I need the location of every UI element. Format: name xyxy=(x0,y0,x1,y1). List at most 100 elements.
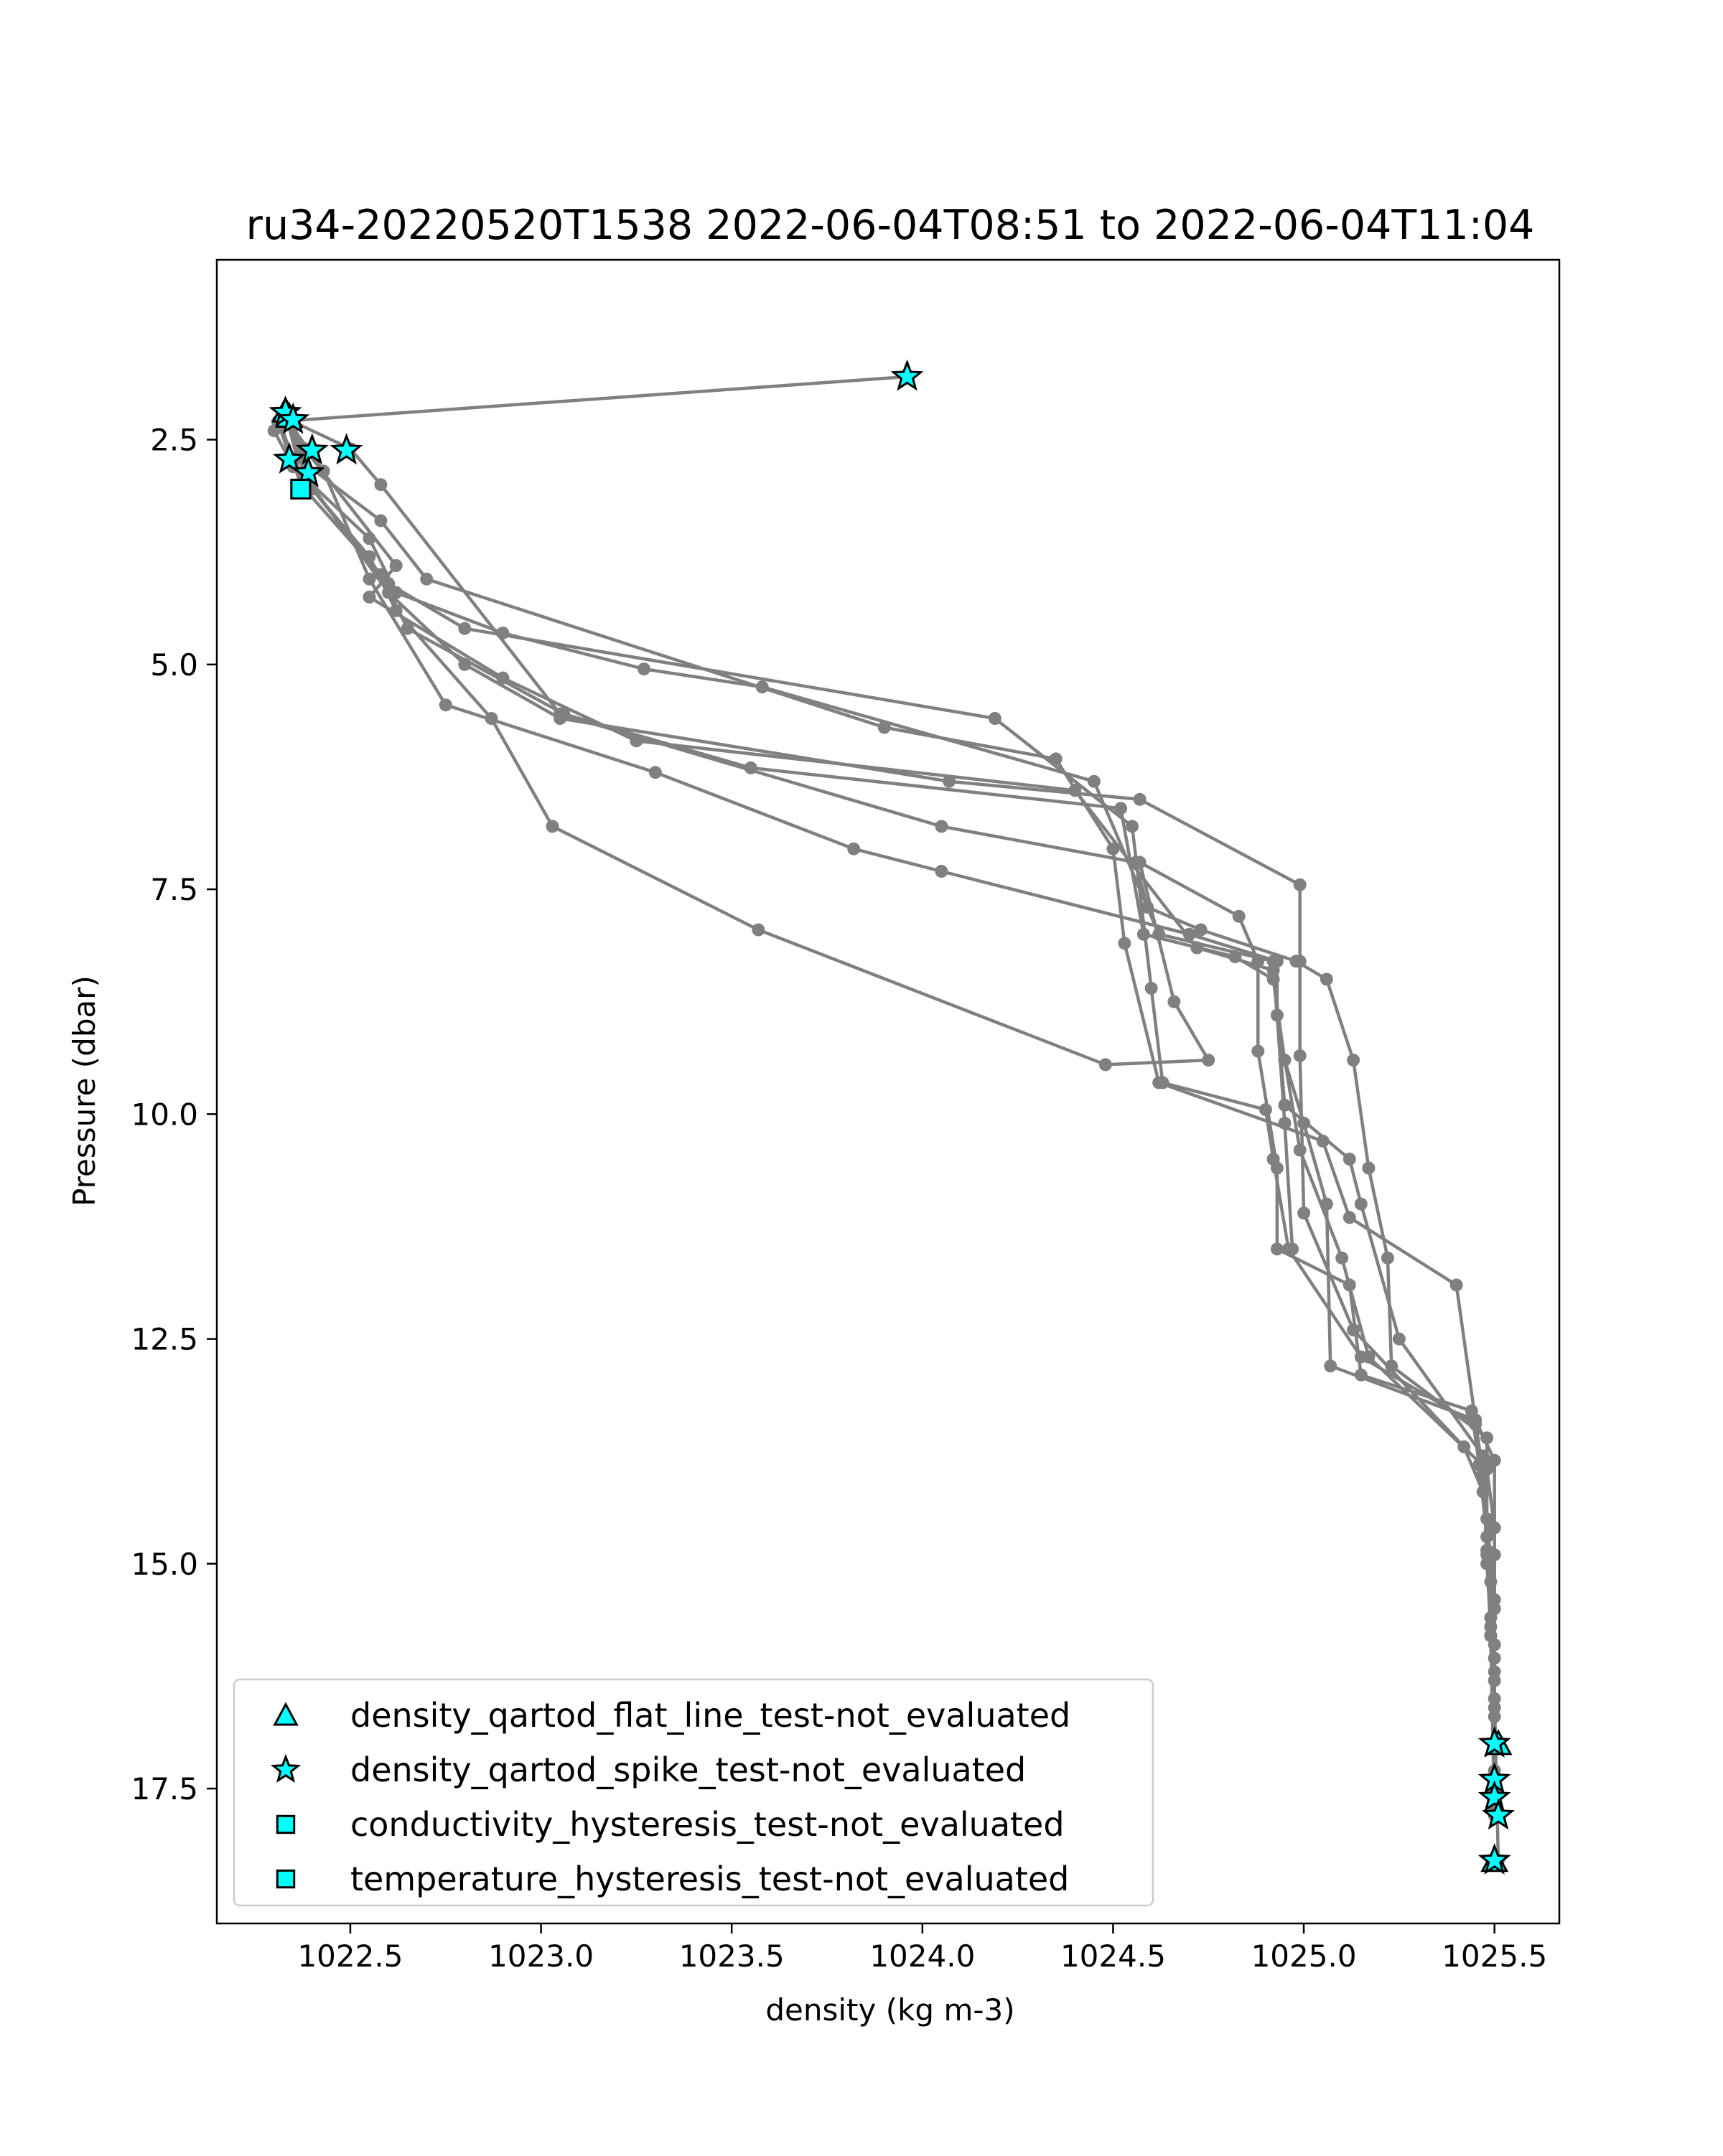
profile-point xyxy=(988,712,1001,725)
profile-point xyxy=(1476,1449,1490,1463)
profile-point xyxy=(1449,1278,1463,1292)
profile-point xyxy=(1251,1044,1265,1058)
x-tick-label: 1023.5 xyxy=(679,1939,785,1974)
profile-point xyxy=(1362,1350,1376,1364)
profile-point xyxy=(1381,1251,1394,1265)
profile-point xyxy=(389,559,403,572)
legend-label: temperature_hysteresis_test-not_evaluate… xyxy=(350,1860,1069,1898)
profile-point xyxy=(1278,1098,1292,1112)
star-flag-marker xyxy=(1477,1843,1511,1875)
y-tick-label: 17.5 xyxy=(131,1771,198,1806)
profile-point xyxy=(1320,972,1333,986)
legend-star-marker xyxy=(270,1753,302,1783)
profile-point xyxy=(1385,1359,1399,1373)
profile-point xyxy=(1270,1242,1284,1256)
profile-point xyxy=(485,712,498,725)
profile-point xyxy=(420,572,434,586)
star-flag-marker xyxy=(1477,1780,1511,1812)
profile-point xyxy=(1347,1054,1360,1067)
profile-point xyxy=(1266,963,1280,977)
profile-point xyxy=(401,622,414,635)
profile-point xyxy=(1190,941,1204,955)
profile-point xyxy=(1289,955,1303,968)
square-flag-marker xyxy=(290,479,312,500)
profile-point xyxy=(1136,927,1150,941)
profile-point xyxy=(1232,909,1246,923)
profile-point xyxy=(1194,923,1208,937)
profile-point xyxy=(496,671,510,685)
star-flag-marker xyxy=(1481,1798,1516,1830)
legend-label: conductivity_hysteresis_test-not_evaluat… xyxy=(350,1805,1065,1844)
profile-point xyxy=(1182,927,1196,941)
profile-point xyxy=(1320,1197,1333,1211)
profile-point xyxy=(374,478,388,492)
star-flag-marker xyxy=(276,402,310,434)
x-tick-label: 1025.0 xyxy=(1251,1939,1357,1974)
profile-point xyxy=(1087,774,1101,788)
profile-point xyxy=(1293,878,1307,891)
legend-box xyxy=(233,1678,1154,1907)
x-tick-label: 1023.0 xyxy=(488,1939,594,1974)
profile-point xyxy=(847,842,861,856)
profile-point xyxy=(1480,1557,1494,1570)
profile-point xyxy=(1297,1206,1311,1220)
profile-point xyxy=(877,721,891,734)
legend-square-marker xyxy=(276,1814,296,1834)
profile-point xyxy=(557,707,571,721)
star-flag-marker xyxy=(1477,1726,1511,1758)
profile-point xyxy=(374,514,388,528)
profile-point xyxy=(439,698,452,712)
star-flag-marker xyxy=(330,433,363,465)
x-tick-label: 1024.0 xyxy=(869,1939,975,1974)
star-flag-marker xyxy=(272,441,307,474)
profile-point xyxy=(1335,1251,1349,1265)
profile-point xyxy=(752,923,765,937)
y-tick-label: 10.0 xyxy=(131,1097,198,1132)
legend-triangle-marker xyxy=(273,1702,299,1726)
profile-point xyxy=(546,820,559,833)
profile-point xyxy=(1118,937,1131,950)
profile-point xyxy=(363,590,376,604)
profile-point xyxy=(363,572,376,586)
profile-point xyxy=(1098,1058,1112,1072)
profile-point xyxy=(1343,1153,1356,1166)
profile-point xyxy=(638,662,650,676)
axes: 1022.5 1023.0 1023.5 1024.0 1024.5 1025.0 1025… xyxy=(131,258,1561,1974)
profile-point xyxy=(1362,1161,1376,1175)
profile-point xyxy=(1469,1413,1482,1427)
legend-label: density_qartod_flat_line_test-not_evalua… xyxy=(350,1696,1070,1735)
profile-point xyxy=(1324,1359,1337,1373)
chart-title: ru34-20220520T1538 2022-06-04T08:51 to 2… xyxy=(246,202,1535,249)
legend-square-marker xyxy=(276,1869,296,1889)
plot-area xyxy=(267,359,1516,1875)
profile-point xyxy=(935,820,948,833)
profile-point xyxy=(363,550,376,563)
profile-point xyxy=(648,766,662,779)
profile-point xyxy=(1126,820,1139,833)
profile-point xyxy=(1343,1278,1356,1292)
profile-point xyxy=(1144,981,1158,995)
profile-point xyxy=(1293,1143,1307,1157)
y-tick-label: 15.0 xyxy=(131,1547,198,1582)
x-axis-label: density (kg m-3) xyxy=(765,1992,1014,2028)
x-tick-label: 1025.5 xyxy=(1442,1939,1547,1974)
y-tick-label: 7.5 xyxy=(150,872,198,907)
profile-point xyxy=(744,761,757,774)
profile-point xyxy=(1202,1054,1215,1067)
star-flag-marker xyxy=(890,359,924,391)
profile-point xyxy=(1133,792,1147,806)
profile-point xyxy=(1114,802,1128,815)
x-tick-label: 1022.5 xyxy=(297,1939,403,1974)
star-flag-marker xyxy=(295,433,329,465)
y-tick-label: 12.5 xyxy=(131,1322,198,1357)
profile-point xyxy=(630,734,643,748)
profile-point xyxy=(1484,1620,1498,1634)
legend: density_qartod_flat_line_test-not_evalua… xyxy=(233,1678,1154,1907)
profile-line-7 xyxy=(272,430,1496,1771)
profile-point xyxy=(1156,1076,1169,1089)
profile-point xyxy=(935,865,948,878)
y-tick-label: 2.5 xyxy=(150,423,198,458)
profile-point xyxy=(1392,1332,1406,1346)
profile-point xyxy=(458,622,472,635)
